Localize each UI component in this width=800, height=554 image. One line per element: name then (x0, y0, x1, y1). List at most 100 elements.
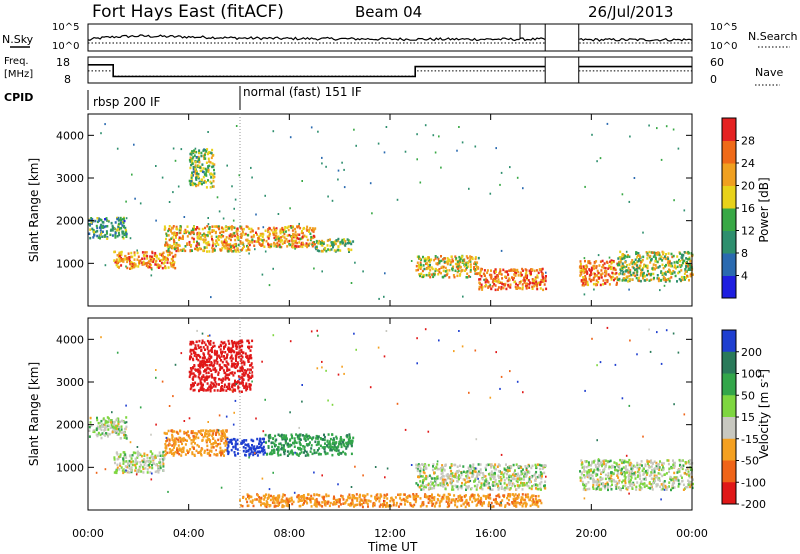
heatmap-cell (521, 286, 524, 289)
heatmap-cell (454, 269, 457, 272)
heatmap-cell (269, 433, 272, 437)
heatmap-cell (685, 265, 688, 268)
heatmap-cell (642, 272, 645, 276)
heatmap-cell (598, 480, 601, 483)
heatmap-cell (180, 454, 183, 457)
heatmap-cell (505, 469, 508, 472)
heatmap-cell (620, 269, 622, 272)
heatmap-cell (193, 364, 196, 367)
heatmap-cell (462, 478, 465, 481)
heatmap-cell (626, 264, 629, 267)
heatmap-cell (202, 234, 205, 238)
nsky-trace (87, 34, 693, 42)
heatmap-cell (101, 225, 104, 228)
heatmap-cell (330, 449, 333, 452)
heatmap-cell (202, 181, 205, 184)
heatmap-cell (212, 165, 215, 168)
heatmap-cell (623, 253, 626, 257)
heatmap-cell (94, 230, 97, 234)
heatmap-cell (445, 474, 448, 477)
heatmap-cell (683, 471, 686, 475)
heatmap-cell (194, 437, 197, 440)
heatmap-cell (444, 257, 446, 260)
heatmap-cell (596, 478, 599, 481)
heatmap-cell (223, 357, 226, 361)
heatmap-cell (590, 268, 593, 272)
heatmap-cell (461, 141, 464, 144)
heatmap-cell (100, 419, 103, 423)
heatmap-cell (313, 228, 316, 232)
heatmap-cell (239, 345, 242, 348)
heatmap-cell (192, 156, 195, 159)
heatmap-cell (424, 467, 427, 471)
heatmap-cell (424, 477, 427, 480)
heatmap-cell (224, 343, 227, 346)
heatmap-cell (323, 438, 326, 442)
heatmap-cell (202, 240, 205, 244)
heatmap-cell (124, 258, 127, 261)
heatmap-cell (458, 262, 461, 266)
heatmap-cell (113, 420, 116, 424)
heatmap-cell (664, 270, 667, 274)
heatmap-cell (668, 485, 670, 488)
heatmap-cell (112, 226, 114, 229)
heatmap-cell (422, 468, 425, 471)
heatmap-cell (211, 238, 213, 241)
heatmap-cell (202, 360, 204, 363)
heatmap-cell (473, 262, 476, 266)
heatmap-cell (248, 377, 251, 380)
heatmap-cell (237, 452, 239, 455)
heatmap-cell (211, 239, 214, 242)
heatmap-cell (210, 181, 213, 185)
heatmap-cell (230, 441, 233, 444)
heatmap-cell (664, 273, 667, 276)
heatmap-cell (630, 464, 633, 468)
heatmap-cell (677, 271, 680, 275)
heatmap-cell (191, 430, 194, 433)
heatmap-cell (252, 446, 255, 449)
heatmap-cell (208, 360, 210, 363)
heatmap-cell (116, 463, 119, 466)
heatmap-cell (223, 347, 225, 350)
heatmap-cell (469, 268, 472, 272)
heatmap-cell (258, 450, 261, 454)
heatmap-cell (537, 487, 540, 491)
heatmap-cell (609, 265, 612, 269)
heatmap-cell (623, 257, 626, 260)
heatmap-cell (679, 252, 682, 255)
heatmap-cell (459, 476, 462, 479)
heatmap-cell (214, 370, 217, 374)
heatmap-cell (199, 363, 202, 367)
heatmap-cell (583, 476, 586, 479)
heatmap-cell (544, 480, 547, 483)
heatmap-cell (142, 458, 145, 461)
heatmap-cell (232, 234, 235, 237)
heatmap-cell (265, 441, 267, 444)
heatmap-cell (162, 251, 165, 254)
heatmap-cell (115, 427, 118, 430)
heatmap-cell (209, 186, 212, 189)
heatmap-cell (497, 275, 499, 278)
heatmap-cell (643, 477, 646, 481)
heatmap-cell (245, 450, 248, 453)
heatmap-cell (671, 255, 674, 259)
heatmap-cell (221, 432, 224, 435)
heatmap-cell (194, 175, 197, 179)
heatmap-cell (197, 369, 200, 373)
heatmap-cell (230, 226, 233, 229)
heatmap-cell (184, 443, 187, 446)
heatmap-cell (192, 174, 194, 177)
heatmap-cell (173, 444, 176, 447)
heatmap-cell (513, 477, 515, 481)
heatmap-cell (536, 463, 539, 466)
heatmap-cell (171, 262, 173, 265)
heatmap-cell (291, 452, 294, 456)
heatmap-cell (207, 179, 209, 182)
heatmap-cell (446, 473, 449, 476)
heatmap-cell (117, 222, 120, 226)
heatmap-cell (615, 468, 618, 472)
heatmap-cell (210, 381, 213, 384)
heatmap-cell (159, 462, 162, 466)
heatmap-cell (650, 485, 653, 488)
heatmap-cell (268, 232, 271, 236)
